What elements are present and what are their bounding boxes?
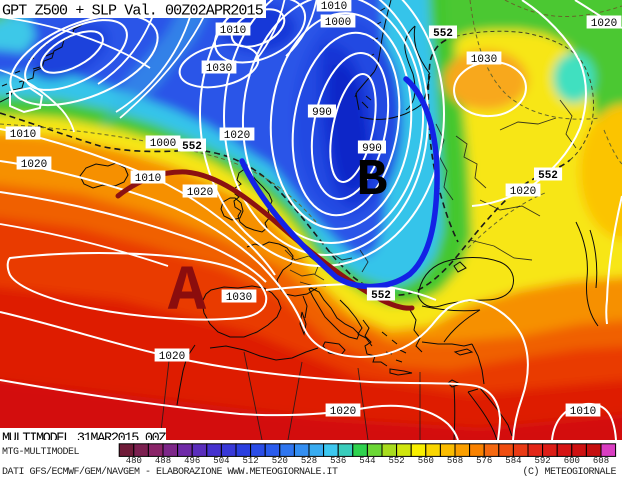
svg-text:600: 600 [564,456,580,466]
svg-text:1000: 1000 [150,138,176,150]
svg-text:GPT Z500 + SLP Val. 00Z02APR20: GPT Z500 + SLP Val. 00Z02APR2015 [2,3,264,20]
svg-text:512: 512 [242,456,258,466]
svg-text:568: 568 [447,456,463,466]
svg-text:1020: 1020 [510,186,536,198]
svg-text:MTG-MULTIMODEL: MTG-MULTIMODEL [2,447,80,458]
svg-text:552: 552 [388,456,404,466]
svg-text:552: 552 [538,170,558,182]
svg-text:552: 552 [182,141,202,153]
svg-text:528: 528 [301,456,317,466]
svg-text:552: 552 [433,28,453,40]
svg-text:552: 552 [371,290,391,302]
svg-text:1020: 1020 [159,351,185,363]
svg-text:576: 576 [476,456,492,466]
svg-text:(C) METEOGIORNALE: (C) METEOGIORNALE [522,466,616,478]
svg-text:496: 496 [184,456,200,466]
svg-text:1030: 1030 [226,292,252,304]
svg-text:1020: 1020 [224,130,250,142]
svg-text:990: 990 [362,143,382,155]
svg-text:DATI GFS/ECMWF/GEM/NAVGEM - EL: DATI GFS/ECMWF/GEM/NAVGEM - ELABORAZIONE… [2,466,338,478]
svg-text:1020: 1020 [330,406,356,418]
svg-text:1020: 1020 [591,18,617,30]
svg-text:1010: 1010 [10,129,36,141]
svg-text:1010: 1010 [321,1,347,13]
svg-text:1010: 1010 [570,406,596,418]
svg-text:488: 488 [155,456,171,466]
svg-text:1020: 1020 [21,159,47,171]
svg-text:544: 544 [359,456,375,466]
svg-text:A: A [168,257,207,329]
svg-text:1030: 1030 [206,63,232,75]
svg-text:B: B [356,151,387,210]
svg-text:520: 520 [272,456,288,466]
svg-text:584: 584 [505,456,521,466]
svg-text:480: 480 [126,456,142,466]
svg-text:1010: 1010 [135,173,161,185]
svg-text:1000: 1000 [325,17,351,29]
svg-text:504: 504 [213,456,229,466]
svg-text:1030: 1030 [471,54,497,66]
svg-text:608: 608 [593,456,609,466]
svg-text:592: 592 [534,456,550,466]
svg-text:1010: 1010 [220,25,246,37]
svg-text:560: 560 [418,456,434,466]
svg-text:536: 536 [330,456,346,466]
svg-text:1020: 1020 [187,187,213,199]
svg-text:990: 990 [312,107,332,119]
